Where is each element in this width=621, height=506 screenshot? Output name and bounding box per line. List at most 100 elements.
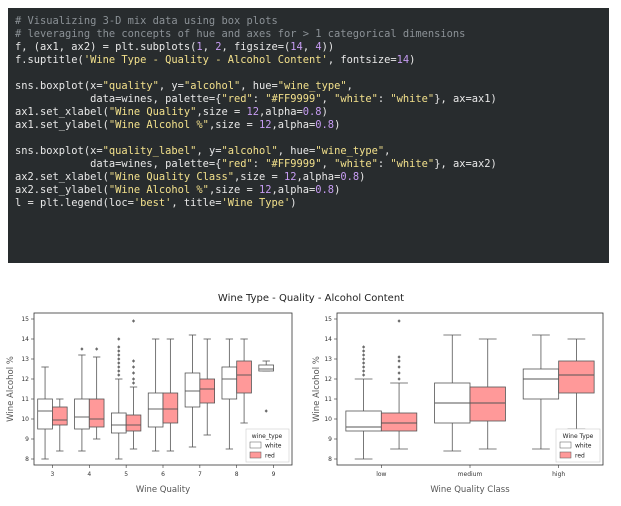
code-token: data=wines, palette={ bbox=[15, 158, 222, 170]
y-tick-label: 12 bbox=[21, 376, 29, 383]
code-token: "#FF9999" bbox=[265, 158, 322, 170]
code-line: # leveraging the concepts of hue and axe… bbox=[15, 28, 465, 40]
y-tick-label: 14 bbox=[21, 336, 29, 343]
code-token: 4 bbox=[315, 41, 322, 53]
right-legend-red-swatch bbox=[559, 451, 572, 459]
y-tick-label: 9 bbox=[328, 436, 332, 443]
code-line: ax2.set_ylabel("Wine Alcohol %",size = 1… bbox=[15, 184, 340, 196]
left-legend-red-swatch bbox=[249, 451, 262, 459]
code-token: : bbox=[377, 158, 391, 170]
code-token: 12 bbox=[246, 106, 259, 118]
code-token: ) bbox=[334, 119, 341, 131]
code-cell[interactable]: # Visualizing 3-D mix data using box plo… bbox=[8, 8, 609, 263]
code-token: 0.8 bbox=[340, 171, 360, 183]
code-token: ) bbox=[321, 106, 328, 118]
outlier-point bbox=[397, 371, 401, 375]
x-tick-label: 6 bbox=[161, 471, 165, 478]
code-token: f.suptitle( bbox=[15, 54, 84, 66]
code-token: "alcohol" bbox=[221, 145, 278, 157]
code-token: ,size = bbox=[196, 106, 247, 118]
y-tick-label: 10 bbox=[21, 416, 29, 423]
outlier-point bbox=[80, 347, 84, 351]
code-token: }, ax=ax1) bbox=[434, 93, 497, 105]
code-token: "quality_label" bbox=[102, 145, 197, 157]
code-token: : bbox=[252, 158, 266, 170]
right-axes: 8 9 10 11 12 13 14 15 low medium high Wine Quality… bbox=[312, 312, 604, 495]
code-line: ax1.set_ylabel("Wine Alcohol %",size = 1… bbox=[15, 119, 340, 131]
code-token: 12 bbox=[258, 119, 272, 131]
outlier-point bbox=[117, 337, 121, 341]
code-token: ) bbox=[290, 197, 297, 209]
outlier-point bbox=[362, 365, 366, 369]
code-line: sns.boxplot(x="quality", y="alcohol", hu… bbox=[15, 80, 353, 92]
outlier-point bbox=[131, 365, 136, 369]
box-white bbox=[74, 398, 90, 430]
code-token: "Wine Quality Class" bbox=[108, 171, 234, 183]
code-token: ,size = bbox=[208, 184, 259, 196]
code-line: f.suptitle('Wine Type - Quality - Alcoho… bbox=[15, 54, 415, 66]
box-red bbox=[236, 360, 252, 394]
code-token: 'best' bbox=[133, 197, 172, 209]
code-token: ax2.set_ylabel( bbox=[15, 184, 109, 196]
outlier-point bbox=[131, 359, 136, 363]
code-token: 1 bbox=[196, 41, 203, 53]
figure-title: Wine Type - Quality - Alcohol Content bbox=[218, 293, 404, 304]
code-token: ,alpha= bbox=[259, 106, 303, 118]
outlier-point bbox=[362, 353, 366, 357]
code-token: "red" bbox=[221, 158, 253, 170]
outlier-point bbox=[117, 357, 121, 361]
code-line: sns.boxplot(x="quality_label", y="alcoho… bbox=[15, 145, 390, 157]
outlier-point bbox=[362, 345, 366, 349]
code-token: "wine_type" bbox=[277, 80, 347, 92]
x-tick-label: 9 bbox=[272, 471, 276, 478]
outlier-point bbox=[362, 361, 366, 365]
x-tick-label: low bbox=[376, 471, 386, 478]
code-token: "Wine Alcohol %" bbox=[108, 184, 209, 196]
code-line: ax2.set_xlabel("Wine Quality Class",size… bbox=[15, 171, 365, 183]
outlier-point bbox=[397, 319, 401, 323]
code-token: 12 bbox=[258, 184, 272, 196]
x-tick-label: 7 bbox=[198, 471, 202, 478]
left-legend-white-swatch bbox=[249, 441, 262, 449]
outlier-point bbox=[397, 365, 401, 369]
box-white bbox=[37, 398, 53, 430]
right-plot-content: 8 9 10 11 12 13 14 15 low medium high bbox=[324, 316, 595, 478]
box-white bbox=[522, 368, 560, 400]
code-token: : bbox=[377, 93, 391, 105]
code-token: , bbox=[384, 145, 391, 157]
code-token: "quality" bbox=[102, 80, 159, 92]
code-token: , y= bbox=[196, 145, 222, 157]
box-white bbox=[184, 372, 201, 408]
right-legend-title: Wine Type bbox=[563, 433, 594, 440]
right-legend: Wine Type white red bbox=[555, 428, 601, 463]
y-tick-label: 12 bbox=[324, 376, 332, 383]
left-legend-white-label: white bbox=[265, 443, 282, 450]
code-token: # leveraging the concepts of hue and axe… bbox=[15, 28, 466, 40]
code-token: 0.8 bbox=[315, 184, 335, 196]
code-token: , figsize=( bbox=[221, 41, 291, 53]
y-tick-label: 15 bbox=[324, 316, 332, 323]
code-token: ) bbox=[409, 54, 416, 66]
code-token: , bbox=[346, 80, 353, 92]
outlier-point bbox=[131, 377, 136, 381]
outlier-point bbox=[362, 349, 366, 353]
code-token: sns.boxplot(x= bbox=[15, 80, 103, 92]
code-token: , fontsize= bbox=[327, 54, 397, 66]
y-tick-label: 9 bbox=[25, 436, 29, 443]
left-axes: 8 9 10 11 12 13 14 15 3 4 5 6 7 8 9 Wine Quality Wine … bbox=[6, 312, 293, 495]
code-token: , hue= bbox=[277, 145, 316, 157]
left-legend-title: wine_type bbox=[252, 433, 283, 440]
outlier-point bbox=[397, 377, 401, 381]
outlier-point bbox=[131, 371, 136, 375]
code-token: "white" bbox=[390, 158, 435, 170]
code-token: 12 bbox=[284, 171, 297, 183]
code-token: # Visualizing 3-D mix data using box plo… bbox=[15, 15, 278, 27]
code-token: "white" bbox=[334, 158, 378, 170]
left-y-axis-label: Wine Alcohol % bbox=[6, 356, 16, 422]
code-block[interactable]: # Visualizing 3-D mix data using box plo… bbox=[15, 15, 602, 210]
code-token: "alcohol" bbox=[183, 80, 241, 92]
box-white bbox=[221, 366, 238, 400]
code-token: "red" bbox=[221, 93, 253, 105]
code-token: 2 bbox=[215, 41, 222, 53]
y-tick-label: 11 bbox=[21, 396, 29, 403]
